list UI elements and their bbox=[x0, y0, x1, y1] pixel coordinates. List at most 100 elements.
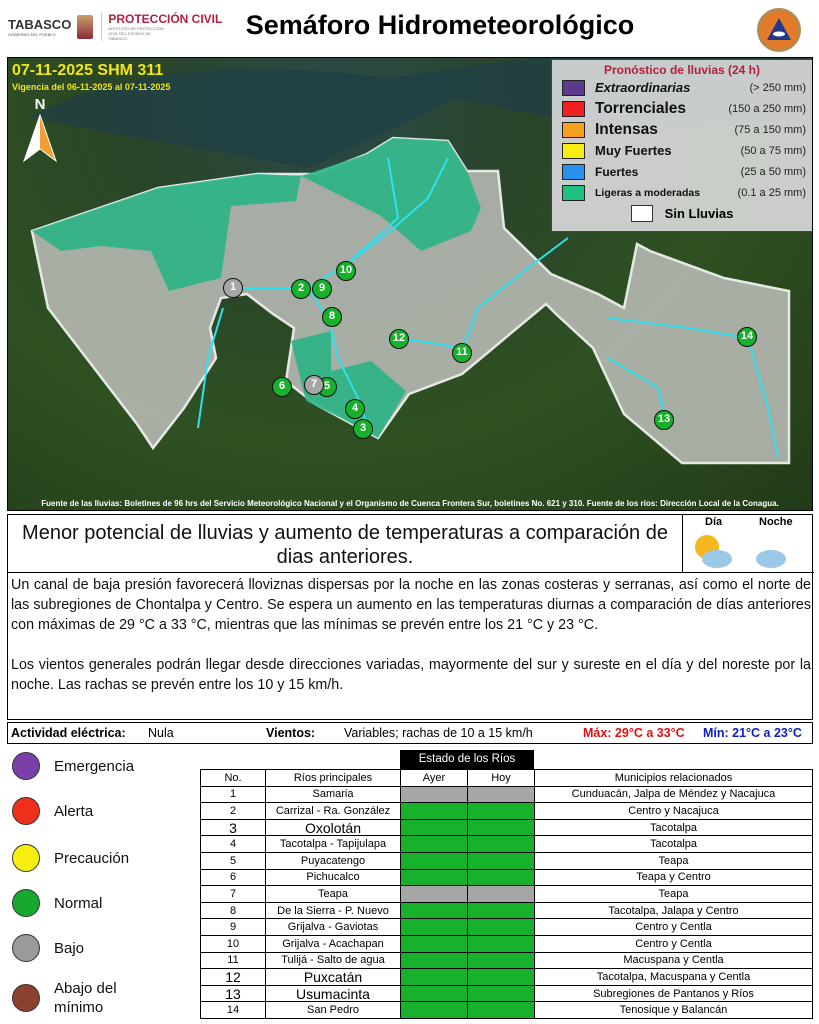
legend-swatch bbox=[562, 142, 585, 159]
rain-area-light bbox=[32, 174, 301, 291]
sun-cloud-icon bbox=[695, 535, 732, 568]
river-station-marker[interactable]: 11 bbox=[452, 343, 472, 363]
river-name: Tacotalpa - Tapijulapa bbox=[265, 835, 401, 853]
river-name: Samaria bbox=[265, 785, 401, 804]
legend-swatch bbox=[562, 163, 585, 180]
north-arrow-icon: N bbox=[18, 96, 62, 168]
river-station-marker[interactable]: 2 bbox=[291, 279, 311, 299]
river-name: Puyacatengo bbox=[265, 851, 401, 870]
river-station-marker[interactable]: 14 bbox=[737, 327, 757, 347]
night-label: Noche bbox=[759, 516, 793, 528]
status-legend-item: Precaución bbox=[12, 844, 129, 872]
river-station-marker[interactable]: 6 bbox=[272, 377, 292, 397]
rain-forecast-map: 07-11-2025 SHM 311 Vigencia del 06-11-20… bbox=[7, 57, 813, 511]
table-row: 1 Samaria Cunduacán, Jalpa de Méndez y Nac… bbox=[200, 785, 813, 804]
river-station-marker[interactable]: 7 bbox=[304, 375, 324, 395]
rivers-lines bbox=[197, 157, 779, 459]
river-number: 5 bbox=[200, 851, 266, 870]
status-circle-icon bbox=[12, 889, 40, 917]
status-legend-item: Emergencia bbox=[12, 752, 134, 780]
status-circle-icon bbox=[12, 752, 40, 780]
wind-value: Variables; rachas de 10 a 15 km/h bbox=[344, 726, 533, 740]
status-yesterday bbox=[400, 818, 468, 837]
status-yesterday bbox=[400, 851, 468, 870]
column-header: Ríos principales bbox=[265, 769, 401, 787]
status-circle-icon bbox=[12, 797, 40, 825]
river-name: San Pedro bbox=[265, 1001, 401, 1019]
legend-no-rain: Sin Lluvias bbox=[552, 205, 812, 222]
municipalities: Tacotalpa bbox=[534, 818, 813, 837]
status-today bbox=[467, 868, 535, 887]
river-name: Usumacinta bbox=[265, 984, 401, 1003]
river-station-marker[interactable]: 13 bbox=[654, 410, 674, 430]
municipalities: Teapa bbox=[534, 885, 813, 903]
column-header: No. bbox=[200, 769, 266, 787]
status-today bbox=[467, 802, 535, 820]
proteccion-civil-logo: PROTECCIÓN CIVIL INSTITUTO DE PROTECCIÓN … bbox=[101, 12, 222, 41]
status-yesterday bbox=[400, 785, 468, 804]
table-row: 9 Grijalva - Gaviotas Centro y Centla bbox=[200, 918, 813, 936]
rain-legend: Pronóstico de lluvias (24 h) Extraordina… bbox=[551, 59, 812, 232]
table-row: 2 Carrizal - Ra. González Centro y Nacajuc… bbox=[200, 802, 813, 820]
status-today bbox=[467, 835, 535, 853]
legend-item: Intensas (75 a 150 mm) bbox=[552, 119, 812, 140]
municipalities: Cunduacán, Jalpa de Méndez y Nacajuca bbox=[534, 785, 813, 804]
forecast-text: Un canal de baja presión favorecerá llov… bbox=[11, 577, 811, 693]
river-station-marker[interactable]: 9 bbox=[312, 279, 332, 299]
forecast-box: Menor potencial de lluvias y aumento de … bbox=[7, 514, 814, 720]
municipalities: Subregiones de Pantanos y Ríos bbox=[534, 984, 813, 1003]
max-temp: Máx: 29°C a 33°C bbox=[583, 726, 685, 740]
river-name: Grijalva - Acachapan bbox=[265, 934, 401, 953]
status-today bbox=[467, 934, 535, 953]
river-name: Puxcatán bbox=[265, 968, 401, 986]
legend-item: Extraordinarias (> 250 mm) bbox=[552, 77, 812, 98]
status-yesterday bbox=[400, 868, 468, 887]
status-today bbox=[467, 918, 535, 936]
legend-item: Muy Fuertes (50 a 75 mm) bbox=[552, 140, 812, 161]
municipalities: Centro y Centla bbox=[534, 934, 813, 953]
status-yesterday bbox=[400, 885, 468, 903]
table-row: 10 Grijalva - Acachapan Centro y Centla bbox=[200, 934, 813, 953]
river-station-marker[interactable]: 8 bbox=[322, 307, 342, 327]
river-name: Oxolotán bbox=[265, 818, 401, 837]
civil-protection-seal-icon bbox=[757, 8, 801, 52]
legend-swatch bbox=[562, 121, 585, 138]
page-title: Semáforo Hidrometeorológico bbox=[245, 10, 635, 40]
status-circle-icon bbox=[12, 984, 40, 1012]
legend-swatch bbox=[562, 100, 585, 117]
river-number: 13 bbox=[200, 984, 266, 1003]
river-number: 11 bbox=[200, 951, 266, 970]
status-today bbox=[467, 951, 535, 970]
river-name: Teapa bbox=[265, 885, 401, 903]
min-temp: Mín: 21°C a 23°C bbox=[703, 726, 802, 740]
legend-swatch bbox=[562, 184, 585, 201]
table-row: 12 Puxcatán Tacotalpa, Macuspana y Centla bbox=[200, 968, 813, 986]
status-yesterday bbox=[400, 835, 468, 853]
status-today bbox=[467, 984, 535, 1003]
river-number: 10 bbox=[200, 934, 266, 953]
status-today bbox=[467, 968, 535, 986]
municipalities: Teapa y Centro bbox=[534, 868, 813, 887]
column-header: Ayer bbox=[400, 769, 468, 787]
river-station-marker[interactable]: 1 bbox=[223, 278, 243, 298]
table-row: 8 De la Sierra - P. Nuevo Tacotalpa, Jalap… bbox=[200, 901, 813, 920]
river-station-marker[interactable]: 10 bbox=[336, 261, 356, 281]
status-circle-icon bbox=[12, 844, 40, 872]
table-row: 7 Teapa Teapa bbox=[200, 885, 813, 903]
river-station-marker[interactable]: 3 bbox=[353, 419, 373, 439]
status-yesterday bbox=[400, 951, 468, 970]
river-station-marker[interactable]: 4 bbox=[345, 399, 365, 419]
data-source: Fuente de las lluvias: Boletines de 96 h… bbox=[41, 499, 779, 508]
header-logos: TABASCO GOBIERNO DEL PUEBLO PROTECCIÓN CI… bbox=[8, 12, 222, 41]
status-yesterday bbox=[400, 1001, 468, 1019]
river-name: Grijalva - Gaviotas bbox=[265, 918, 401, 936]
electric-value: Nula bbox=[148, 726, 174, 740]
tabasco-logo: TABASCO GOBIERNO DEL PUEBLO bbox=[8, 16, 72, 37]
river-station-marker[interactable]: 12 bbox=[389, 329, 409, 349]
river-number: 7 bbox=[200, 885, 266, 903]
municipalities: Centro y Centla bbox=[534, 918, 813, 936]
status-circle-icon bbox=[12, 934, 40, 962]
table-row: 4 Tacotalpa - Tapijulapa Tacotalpa bbox=[200, 835, 813, 853]
status-today bbox=[467, 901, 535, 920]
status-today bbox=[467, 785, 535, 804]
